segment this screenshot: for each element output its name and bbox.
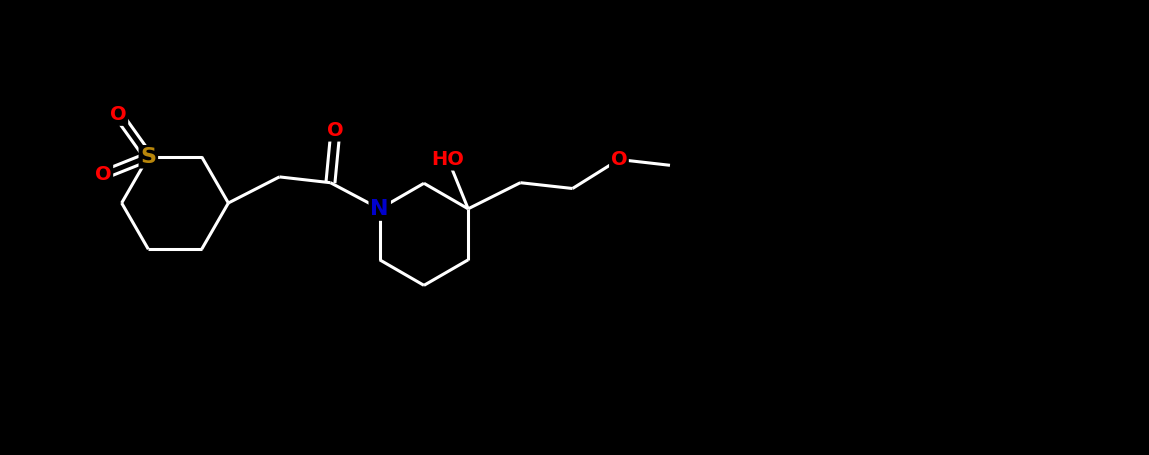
- Text: O: O: [110, 105, 126, 124]
- Text: O: O: [327, 121, 344, 140]
- Text: HO: HO: [432, 150, 464, 169]
- Text: N: N: [370, 199, 390, 219]
- Text: O: O: [610, 150, 627, 169]
- Text: S: S: [140, 147, 156, 167]
- Text: O: O: [95, 165, 111, 184]
- Text: N: N: [370, 199, 390, 219]
